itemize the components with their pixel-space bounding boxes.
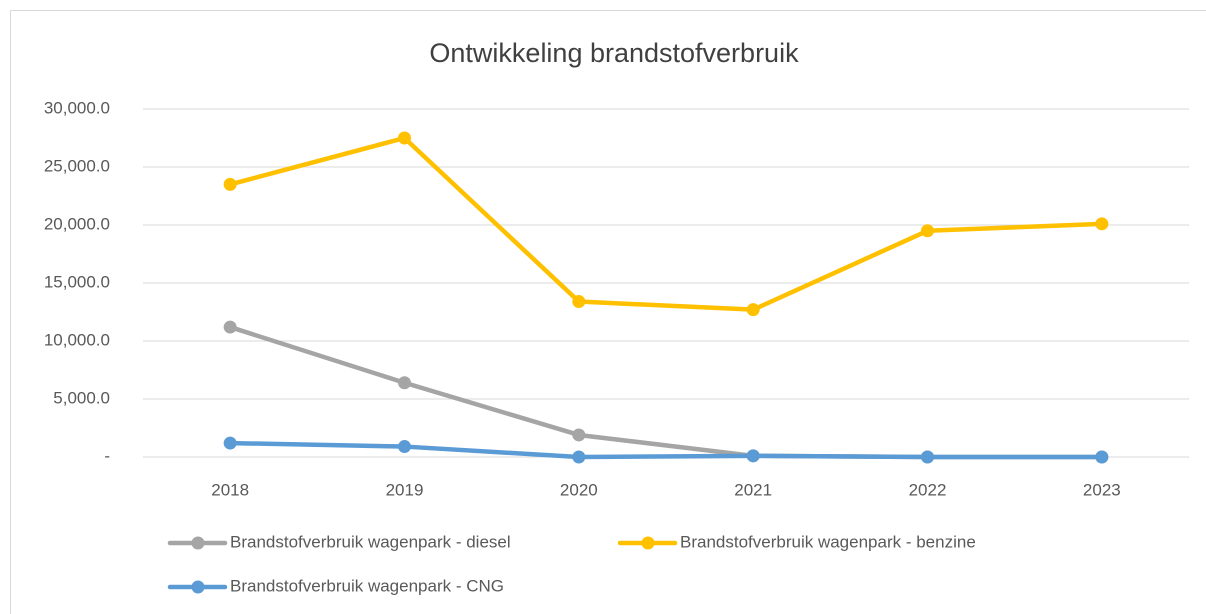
data-point bbox=[1095, 217, 1109, 231]
legend-label: Brandstofverbruik wagenpark - CNG bbox=[230, 576, 504, 595]
legend-marker bbox=[641, 536, 655, 550]
y-tick-label: 15,000.0 bbox=[44, 272, 110, 291]
data-point bbox=[398, 376, 411, 390]
y-tick-label: 30,000.0 bbox=[44, 98, 110, 117]
y-tick-label: 10,000.0 bbox=[44, 330, 110, 349]
legend-marker bbox=[191, 536, 205, 550]
y-tick-label: 20,000.0 bbox=[44, 214, 110, 233]
x-tick-label: 2020 bbox=[560, 480, 598, 499]
chart-border bbox=[10, 10, 1206, 614]
data-point bbox=[921, 224, 934, 238]
x-tick-label: 2019 bbox=[386, 480, 424, 499]
data-point bbox=[746, 449, 760, 463]
x-tick-label: 2022 bbox=[909, 480, 947, 499]
x-tick-label: 2018 bbox=[211, 480, 249, 499]
y-tick-label: - bbox=[104, 446, 110, 465]
data-point bbox=[223, 320, 237, 334]
x-tick-label: 2021 bbox=[734, 480, 772, 499]
legend-label: Brandstofverbruik wagenpark - diesel bbox=[230, 532, 511, 551]
data-point bbox=[223, 177, 237, 191]
series-line bbox=[227, 440, 1105, 460]
legend-marker bbox=[191, 580, 205, 594]
data-point bbox=[223, 436, 237, 450]
x-tick-label: 2023 bbox=[1083, 480, 1121, 499]
data-point bbox=[921, 450, 934, 464]
data-point bbox=[572, 450, 586, 464]
y-tick-label: 5,000.0 bbox=[53, 388, 110, 407]
data-point bbox=[398, 131, 411, 145]
data-point bbox=[1095, 450, 1109, 464]
y-tick-label: 25,000.0 bbox=[44, 156, 110, 175]
series-line bbox=[227, 135, 1105, 312]
data-point bbox=[398, 440, 411, 454]
data-point bbox=[572, 295, 586, 309]
data-point bbox=[572, 428, 586, 442]
legend-label: Brandstofverbruik wagenpark - benzine bbox=[680, 532, 976, 551]
chart-title: Ontwikkeling brandstofverbruik bbox=[429, 38, 799, 68]
data-point bbox=[746, 303, 760, 317]
